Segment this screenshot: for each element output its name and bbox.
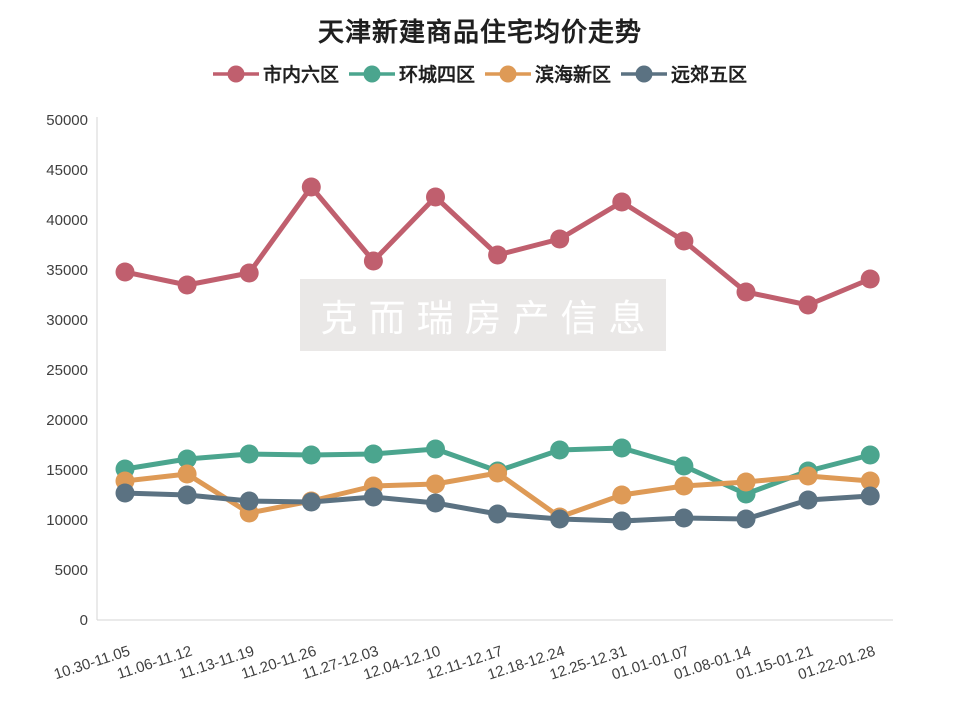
legend-marker-dot <box>499 65 517 82</box>
data-point-outer-five-districts-6 <box>488 504 508 524</box>
data-point-outer-five-districts-12 <box>860 486 880 506</box>
data-point-city-six-districts-6 <box>488 245 508 265</box>
data-point-city-six-districts-3 <box>301 177 321 197</box>
legend-label: 市内六区 <box>262 65 339 86</box>
data-point-outer-five-districts-0 <box>115 483 135 503</box>
data-point-city-six-districts-4 <box>363 251 383 271</box>
data-point-ring-four-districts-3 <box>301 445 321 465</box>
legend-marker-dot <box>635 65 653 82</box>
data-point-city-six-districts-0 <box>115 262 135 282</box>
y-axis-label: 5000 <box>55 562 88 579</box>
data-point-ring-four-districts-7 <box>550 440 570 460</box>
data-point-binhai-new-area-5 <box>426 474 445 494</box>
legend-item-outer-five-districts: 远郊五区 <box>621 60 747 87</box>
data-point-city-six-districts-9 <box>674 231 694 251</box>
data-point-outer-five-districts-11 <box>798 490 818 510</box>
data-point-ring-four-districts-9 <box>674 456 694 476</box>
data-point-outer-five-districts-7 <box>550 509 570 529</box>
data-point-outer-five-districts-4 <box>363 487 383 507</box>
data-point-outer-five-districts-1 <box>177 485 197 505</box>
y-axis-label: 45000 <box>46 162 88 179</box>
data-point-ring-four-districts-5 <box>426 439 445 459</box>
y-axis-label: 30000 <box>46 312 88 329</box>
legend-item-city-six-districts: 市内六区 <box>212 60 339 87</box>
data-point-city-six-districts-8 <box>612 192 632 212</box>
y-axis-label: 50000 <box>46 112 88 129</box>
data-point-binhai-new-area-6 <box>488 463 508 483</box>
legend: 市内六区 环城四区 滨海新区 远郊五区 <box>0 60 960 87</box>
data-point-ring-four-districts-4 <box>363 444 383 464</box>
data-point-city-six-districts-11 <box>798 295 818 315</box>
data-point-binhai-new-area-1 <box>177 464 197 484</box>
y-axis-label: 20000 <box>46 412 88 429</box>
y-axis-label: 15000 <box>46 462 88 479</box>
data-point-ring-four-districts-8 <box>612 438 632 458</box>
y-axis-label: 25000 <box>46 362 88 379</box>
data-point-city-six-districts-1 <box>177 275 197 295</box>
data-point-city-six-districts-10 <box>736 282 756 302</box>
data-point-binhai-new-area-12 <box>860 471 880 491</box>
y-axis-label: 40000 <box>46 212 88 229</box>
data-point-city-six-districts-5 <box>426 187 445 207</box>
data-point-ring-four-districts-2 <box>239 444 259 464</box>
data-point-outer-five-districts-3 <box>301 492 321 512</box>
legend-item-ring-four-districts: 环城四区 <box>348 60 475 87</box>
data-point-binhai-new-area-11 <box>798 466 818 486</box>
y-axis-label: 35000 <box>46 262 88 279</box>
data-point-outer-five-districts-8 <box>612 511 632 531</box>
data-point-city-six-districts-2 <box>239 263 259 283</box>
data-point-outer-five-districts-9 <box>674 508 694 528</box>
legend-item-binhai-new-area: 滨海新区 <box>485 60 611 87</box>
data-point-city-six-districts-12 <box>860 269 880 289</box>
legend-marker-icon <box>348 65 395 82</box>
data-point-binhai-new-area-8 <box>612 485 632 505</box>
watermark: 克而瑞房产信息 <box>300 279 666 351</box>
data-point-ring-four-districts-1 <box>177 449 197 469</box>
data-point-outer-five-districts-10 <box>736 509 756 529</box>
legend-marker-icon <box>621 65 668 82</box>
legend-label: 滨海新区 <box>535 65 612 86</box>
data-point-city-six-districts-7 <box>550 229 570 249</box>
data-point-outer-five-districts-5 <box>426 493 445 513</box>
data-point-binhai-new-area-9 <box>674 476 694 496</box>
legend-marker-icon <box>485 65 531 82</box>
legend-marker-icon <box>212 65 259 82</box>
legend-marker-dot <box>227 65 245 82</box>
y-axis-label: 0 <box>80 612 88 629</box>
legend-label: 环城四区 <box>398 65 475 86</box>
data-point-binhai-new-area-10 <box>736 472 756 492</box>
chart-title: 天津新建商品住宅均价走势 <box>317 17 642 47</box>
legend-marker-dot <box>363 65 381 82</box>
legend-label: 远郊五区 <box>671 65 748 86</box>
data-point-ring-four-districts-12 <box>860 445 880 465</box>
data-point-outer-five-districts-2 <box>239 491 259 511</box>
y-axis-label: 10000 <box>46 512 88 529</box>
